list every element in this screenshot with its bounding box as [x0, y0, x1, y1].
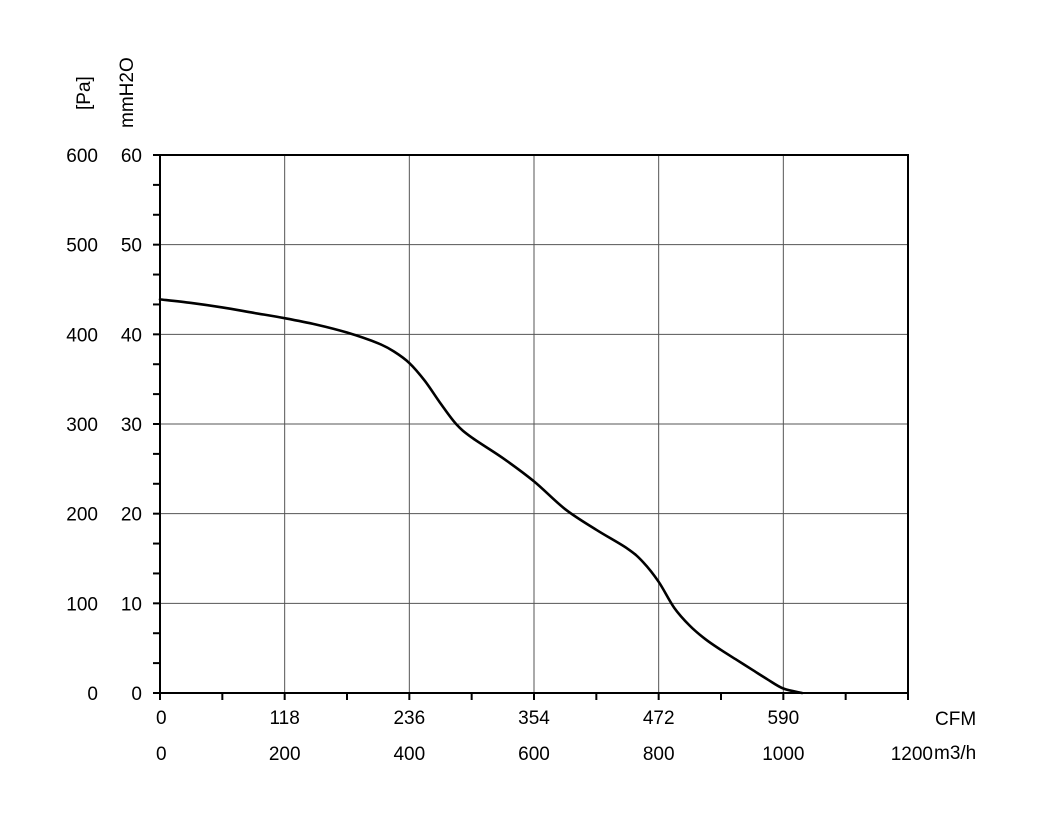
x-tick-label-cfm: 236 — [393, 708, 425, 729]
y-tick-label-mmh2o: 60 — [121, 146, 142, 167]
x-axis-cfm-unit: CFM — [935, 709, 976, 730]
x-tick-label-m3h: 0 — [156, 744, 167, 765]
y-tick-label-pa: 100 — [66, 594, 98, 615]
x-tick-label-cfm: 354 — [518, 708, 550, 729]
plot-frame — [159, 154, 909, 694]
x-tick-label-m3h: 200 — [269, 744, 301, 765]
y-tick-label-mmh2o: 30 — [121, 415, 142, 436]
y-tick-label-pa: 600 — [66, 146, 98, 167]
x-tick-label-m3h: 800 — [643, 744, 675, 765]
y-tick-label-mmh2o: 40 — [121, 325, 142, 346]
y-tick-label-pa: 400 — [66, 325, 98, 346]
y-tick-label-mmh2o: 50 — [121, 236, 142, 257]
x-axis-m3h-unit: m3/h — [934, 743, 976, 764]
y-axis-mmh2o-tick-labels: 0 10 20 30 40 50 60 — [121, 146, 142, 705]
y-axis-pa-tick-labels: 0 100 200 300 400 500 600 — [66, 146, 98, 705]
y-tick-label-mmh2o: 20 — [121, 505, 142, 526]
y-tick-label-mmh2o: 10 — [121, 594, 142, 615]
x-tick-label-cfm: 0 — [156, 708, 167, 729]
y-axis-pa-unit: [Pa] — [74, 76, 95, 110]
y-tick-label-pa: 300 — [66, 415, 98, 436]
x-tick-label-cfm: 472 — [643, 708, 675, 729]
x-tick-label-cfm: 590 — [767, 708, 799, 729]
x-tick-label-m3h: 1200 — [891, 744, 933, 765]
y-axis-mmh2o-unit: mmH2O — [117, 57, 138, 128]
x-tick-label-m3h: 1000 — [762, 744, 804, 765]
y-tick-label-pa: 500 — [66, 236, 98, 257]
series-line-fan-curve — [158, 298, 804, 695]
y-tick-label-pa: 0 — [87, 684, 98, 705]
y-tick-label-mmh2o: 0 — [131, 684, 142, 705]
x-tick-label-m3h: 400 — [393, 744, 425, 765]
x-axis-m3h-tick-labels: 0 200 400 600 800 1000 1200 — [156, 744, 933, 765]
x-tick-label-cfm: 118 — [270, 708, 300, 729]
x-tick-label-m3h: 600 — [518, 744, 550, 765]
y-tick-label-pa: 200 — [66, 505, 98, 526]
minor-ticks — [153, 154, 909, 700]
x-axis-cfm-tick-labels: 0 118 236 354 472 590 — [156, 708, 799, 729]
grid — [160, 155, 908, 693]
